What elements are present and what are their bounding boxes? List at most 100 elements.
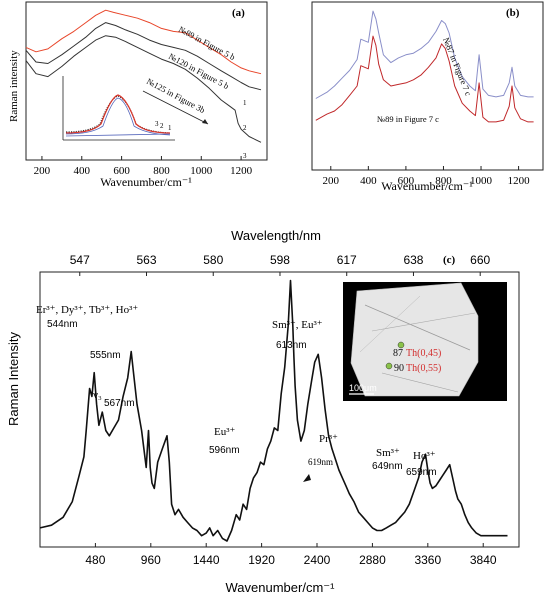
crystal-crack — [359, 295, 421, 353]
annotation-wl-659: 659nm — [406, 467, 437, 478]
x-tick-label: 1440 — [193, 553, 220, 567]
panel-b: (b) Wavenumber/cm⁻¹ 200 400 600 800 1000 1200… — [311, 1, 544, 193]
x-tick-label: 400 — [360, 175, 377, 187]
panel-a-frame — [25, 1, 268, 161]
panel-a-series-label-1: №89 in Figure 5 b — [177, 24, 237, 62]
top-tick-label: 563 — [136, 253, 156, 267]
panel-c-ylabel: Raman Intensity — [6, 332, 21, 426]
micrograph-inset: 87 Th(0,45) 90 Th(0,55) 100μm — [343, 282, 507, 401]
x-tick-label: 1000 — [190, 165, 213, 177]
annotation-619-marker — [303, 474, 311, 482]
inset-label-1: 1 — [168, 124, 172, 132]
inset-point-90-label: 90 — [394, 363, 404, 374]
x-tick-label: 2400 — [304, 553, 331, 567]
annotation-ion-659: Ho³⁺ — [413, 450, 436, 462]
annotation-ion-649: Sm³⁺ — [376, 447, 400, 459]
x-tick-label: 600 — [398, 175, 415, 187]
scale-bar-label: 100μm — [349, 383, 377, 393]
x-tick-label: 800 — [435, 175, 452, 187]
inset-fit-curve — [65, 94, 171, 134]
top-tick-label: 638 — [403, 253, 423, 267]
x-tick-label: 400 — [74, 165, 91, 177]
panel-a-x-ticks: 200 400 600 800 1000 1200 — [34, 156, 253, 177]
panel-b-x-ticks: 200 400 600 800 1000 1200 — [323, 166, 531, 187]
panel-a-label: (a) — [232, 7, 245, 19]
x-tick-label: 200 — [323, 175, 340, 187]
panel-c-top-ticks: 547 563 580 598 617 638 660 — [70, 253, 491, 276]
x-tick-label: 2880 — [359, 553, 386, 567]
panel-a-ylabel: Raman intensity — [8, 50, 20, 122]
panel-c-x-ticks: 480 960 1440 1920 2400 2880 3360 3840 — [85, 543, 497, 567]
annotation-wl-544: 544nm — [47, 319, 78, 330]
annotation-wl-619: 619nm — [308, 457, 333, 467]
top-tick-label: 598 — [270, 253, 290, 267]
inset-point-90-marker — [385, 362, 393, 370]
annotation-ion-619: Pr³⁺ — [319, 433, 338, 445]
x-tick-label: 800 — [153, 165, 170, 177]
series-line-1-3 — [25, 35, 262, 143]
x-tick-label: 960 — [141, 553, 161, 567]
annotation-wl-555: 555nm — [90, 350, 121, 361]
inset-point-87-label: 87 — [393, 348, 403, 359]
series-line-3-1 — [39, 279, 508, 542]
series-line-1-2 — [25, 22, 262, 91]
inset-point-87-marker — [397, 341, 405, 349]
annotation-ion-544: Er³⁺, Dy³⁺, Tb³⁺, Ho³⁺ — [36, 304, 138, 316]
x-tick-label: 200 — [34, 165, 51, 177]
panel-a-xlabel: Wavenumber/cm⁻¹ — [100, 175, 192, 189]
panel-a-arrowhead — [202, 119, 208, 124]
panel-a-series-label-3: №125 in Figure 3b — [145, 76, 207, 115]
annotation-wl-596: 596nm — [209, 445, 240, 456]
panel-b-series-label-2: №89 in Figure 7 c — [377, 114, 439, 124]
inset-label-2: 2 — [160, 122, 164, 130]
panel-b-series — [315, 10, 534, 123]
series-line-1-1 — [25, 9, 262, 75]
panel-b-label: (b) — [506, 7, 520, 19]
series-line-2-1 — [315, 10, 534, 99]
panel-b-xlabel: Wavenumber/cm⁻¹ — [381, 179, 473, 193]
crystal-grain — [350, 282, 479, 397]
inset-gauss-curve — [65, 97, 171, 136]
x-tick-label: 1000 — [470, 175, 493, 187]
x-tick-label: 1200 — [508, 175, 531, 187]
inset-baseline — [65, 133, 171, 137]
annotation-ion-613: Sm³⁺, Eu³⁺ — [272, 319, 323, 331]
panel-b-frame — [311, 1, 544, 171]
annotation-ion-596: Eu³⁺ — [214, 426, 236, 438]
x-tick-label: 3360 — [414, 553, 441, 567]
panel-c-top-axis-label: Wavelength/nm — [231, 228, 321, 243]
inset-label-3: 3 — [155, 120, 159, 128]
panel-c: Wavelength/nm (c) Raman Intensity Wavenu… — [6, 228, 520, 595]
panel-c-label: (c) — [443, 254, 456, 266]
annotation-wl-649: 649nm — [372, 461, 403, 472]
annotation-wl-613: 613nm — [276, 340, 307, 351]
panel-c-series — [39, 279, 508, 542]
inset-point-87-value: Th(0,45) — [406, 348, 441, 359]
top-tick-label: 580 — [203, 253, 223, 267]
annotation-ion-567: ν₃ — [93, 389, 102, 401]
x-tick-label: 1920 — [248, 553, 275, 567]
top-tick-label: 617 — [337, 253, 357, 267]
top-tick-label: 547 — [70, 253, 90, 267]
inset-data-points — [65, 95, 171, 134]
panel-a-inset: 1 2 3 — [62, 76, 175, 141]
panel-a-curve-number-3: 3 — [243, 152, 247, 160]
inset-point-90-value: Th(0,55) — [406, 363, 441, 374]
x-tick-label: 600 — [113, 165, 130, 177]
top-tick-label: 660 — [470, 253, 490, 267]
crystal-crack — [371, 312, 476, 332]
panel-b-series-label-1: №87 in Figure 7 c — [441, 36, 474, 97]
crystal-crack — [381, 372, 459, 393]
x-tick-label: 480 — [85, 553, 105, 567]
panel-a-arrow — [142, 90, 209, 125]
panel-a-curve-number-2: 2 — [243, 124, 247, 132]
x-tick-label: 1200 — [230, 165, 253, 177]
panel-a-series — [25, 9, 262, 143]
x-tick-label: 3840 — [470, 553, 497, 567]
panel-a-curve-number-1: 1 — [243, 99, 247, 107]
annotation-wl-567: 567nm — [104, 398, 135, 409]
panel-c-xlabel: Wavenumber/cm⁻¹ — [226, 580, 336, 595]
series-line-2-2 — [315, 35, 534, 123]
panel-a: (a) Raman intensity Wavenumber/cm⁻¹ 200 4… — [8, 1, 268, 189]
